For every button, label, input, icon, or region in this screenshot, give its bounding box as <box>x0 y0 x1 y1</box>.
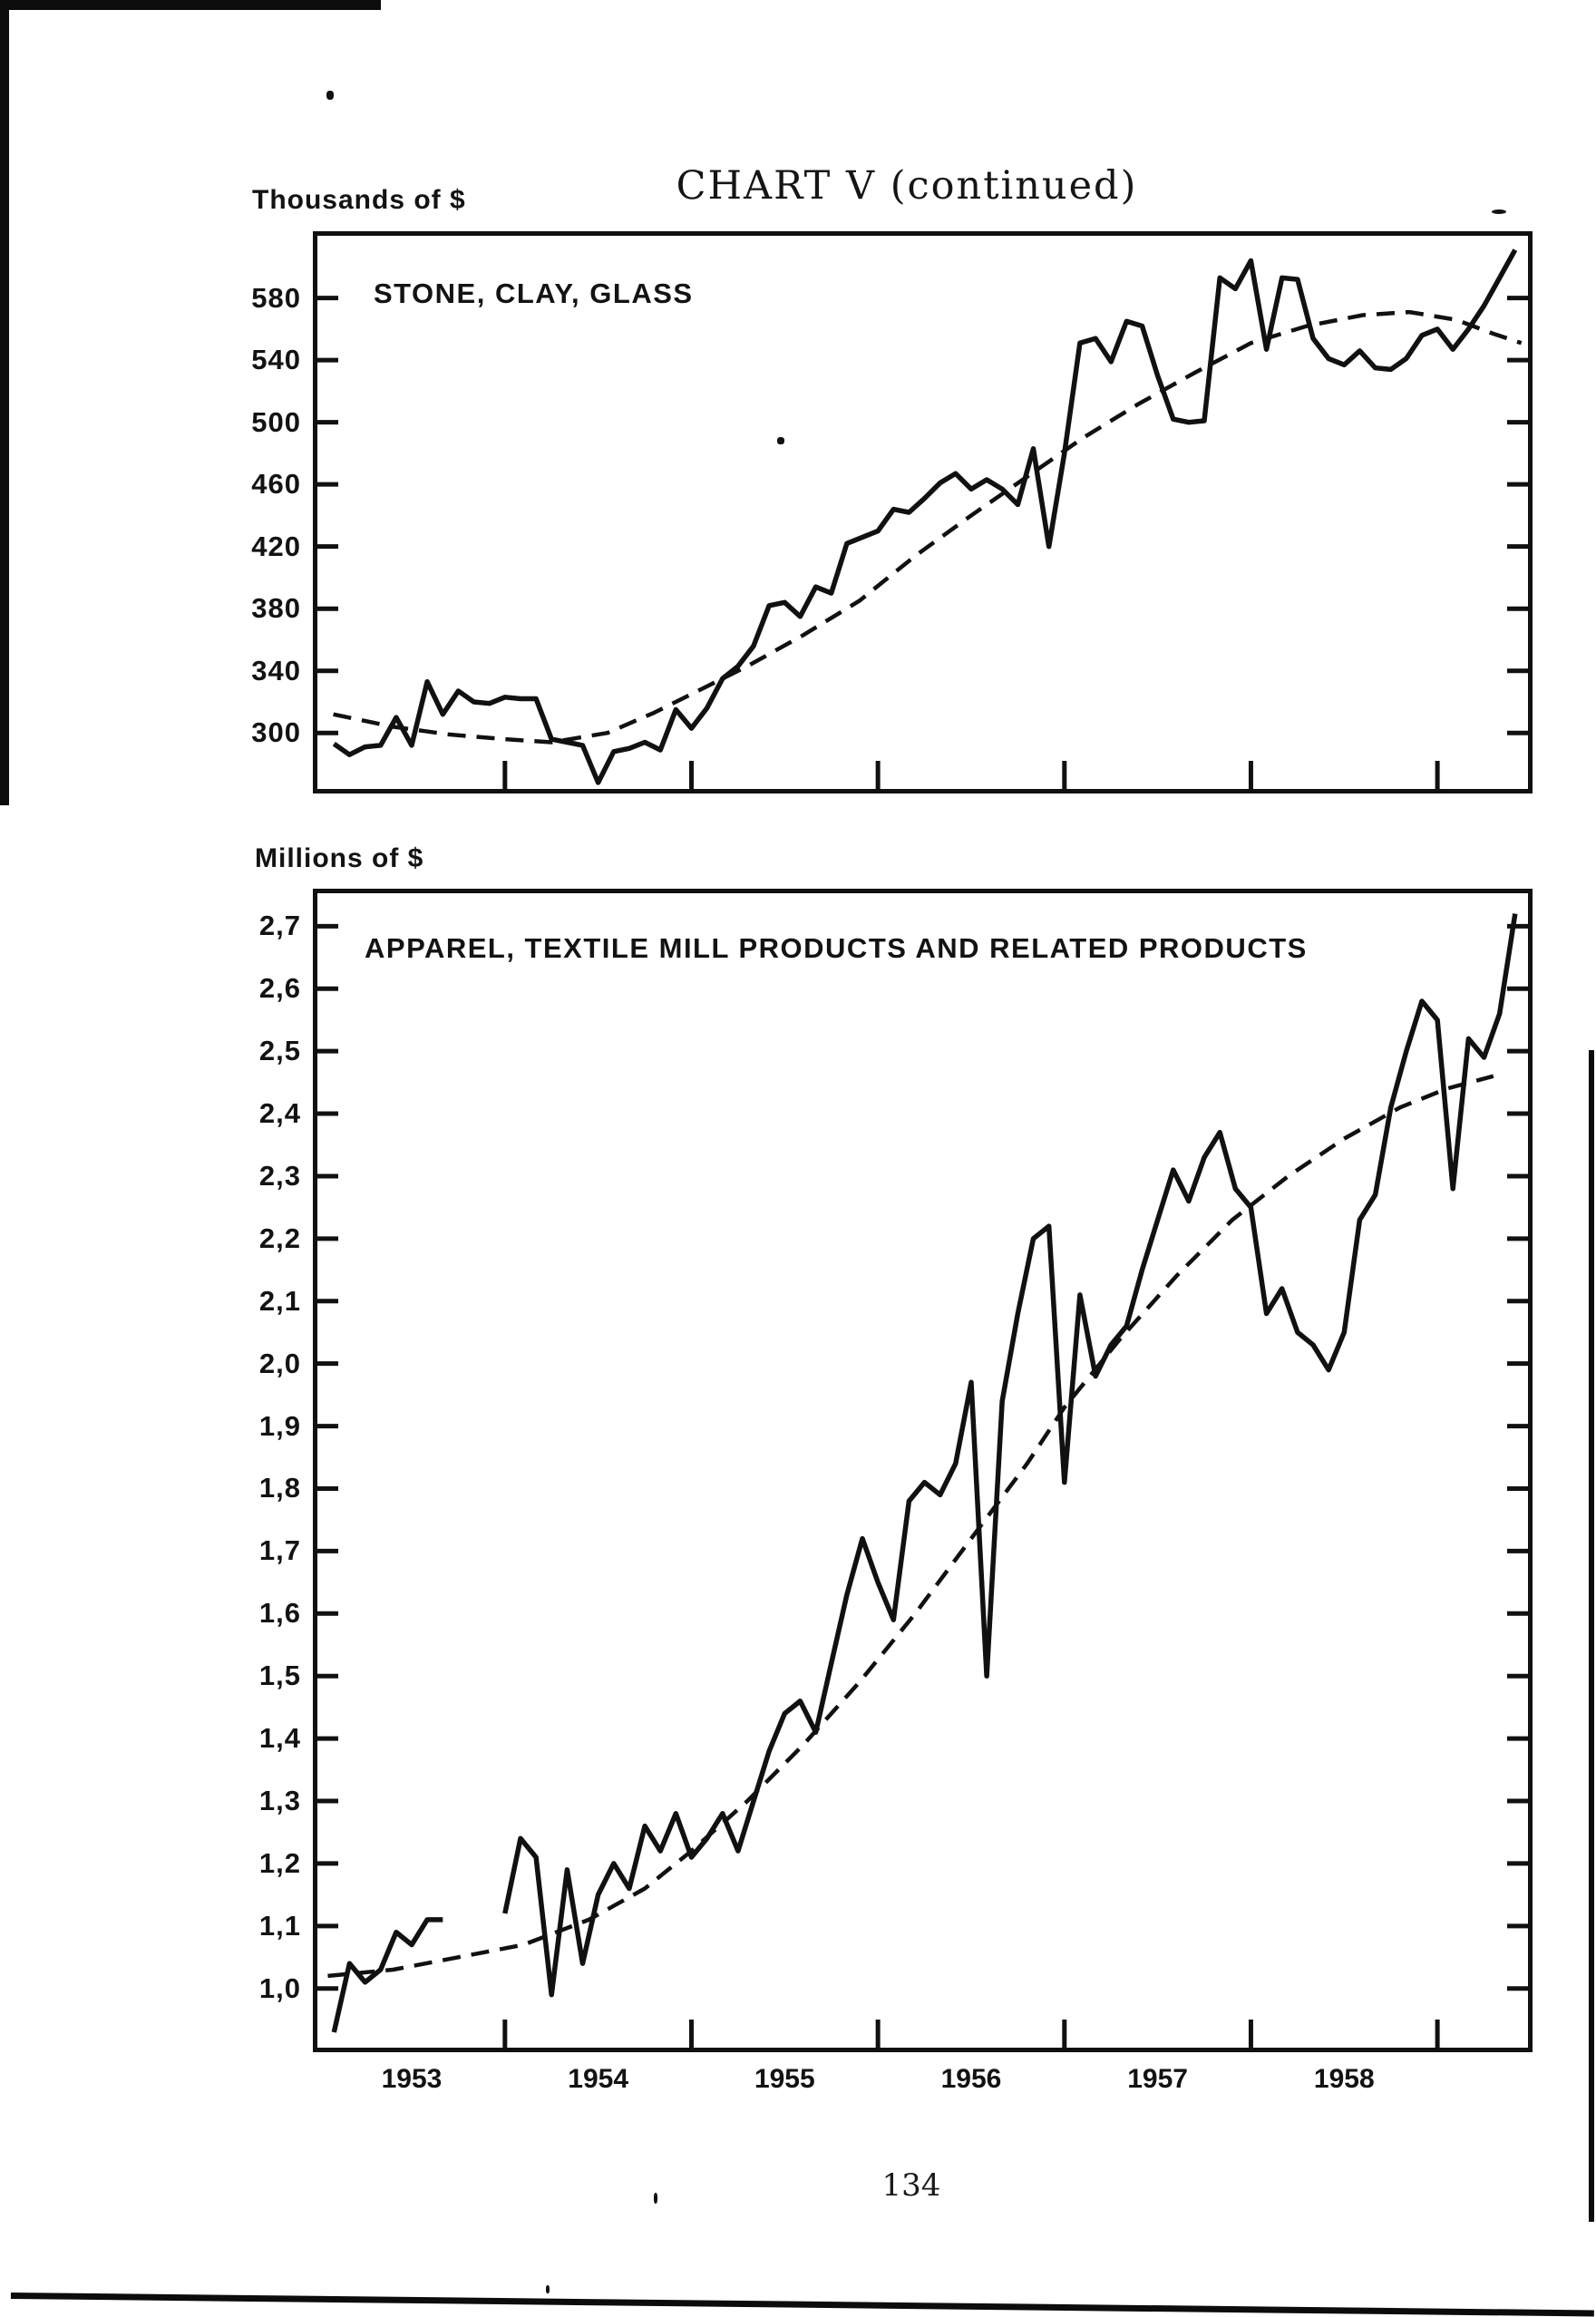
ink-speck <box>1492 209 1506 214</box>
y-axis-label: 580 <box>251 281 301 314</box>
y-axis-label: 380 <box>251 592 301 625</box>
top-chart-title: STONE, CLAY, GLASS <box>374 277 694 309</box>
y-axis-label: 2,7 <box>258 910 301 942</box>
x-axis-label: 1955 <box>754 2064 815 2094</box>
y-axis-label: 2,1 <box>258 1284 301 1317</box>
y-axis-label: 1,0 <box>258 1971 301 2004</box>
y-axis-label: 1,7 <box>258 1534 301 1567</box>
y-axis-label: 540 <box>251 344 301 376</box>
y-axis-label: 1,3 <box>258 1785 301 1816</box>
y-axis-label: 2,3 <box>258 1159 301 1192</box>
x-axis-label: 1954 <box>568 2064 629 2094</box>
x-axis-label: 1957 <box>1127 2064 1188 2094</box>
y-axis-label: 1,2 <box>258 1846 301 1879</box>
scan-edge-bottom-line <box>10 2293 1594 2317</box>
ink-speck <box>777 437 784 444</box>
x-axis-label: 1956 <box>940 2064 1002 2094</box>
y-axis-label: 460 <box>251 468 301 501</box>
y-axis-label: 2,5 <box>258 1035 301 1067</box>
page-title: CHART V (continued) <box>676 163 1138 209</box>
bottom-chart-plot <box>313 889 1533 2052</box>
data-line <box>331 1917 443 2033</box>
ink-speck <box>546 2285 550 2293</box>
scan-edge-right-bar <box>1589 1050 1594 2222</box>
y-axis-label: 1,5 <box>258 1660 301 1692</box>
scan-edge-left-bar <box>0 0 9 805</box>
trend-line <box>327 1074 1494 1979</box>
bottom-chart-x-axis-labels: 1953 1954 1955 1956 1957 1958 <box>313 2064 1533 2100</box>
y-axis-label: 2,0 <box>258 1347 301 1379</box>
x-axis-label: 1958 <box>1313 2064 1375 2094</box>
top-chart-unit-label: Thousands of $ <box>252 185 466 215</box>
y-axis-label: 300 <box>251 716 301 749</box>
bottom-chart-y-axis-labels: 2,7 2,6 2,5 2,4 2,3 2,2 2,1 2,0 1,9 1,8 1,7 1,6 1,5 1… <box>136 889 301 2052</box>
ink-speck <box>326 91 334 100</box>
top-chart-plot <box>313 231 1533 793</box>
y-axis-label: 1,4 <box>258 1722 301 1755</box>
y-axis-label: 2,6 <box>258 972 301 1005</box>
bottom-chart-title: APPAREL, TEXTILE MILL PRODUCTS AND RELAT… <box>365 932 1308 964</box>
y-axis-label: 500 <box>251 405 301 438</box>
scan-edge-top-bar <box>0 0 381 10</box>
y-axis-label: 340 <box>251 654 301 686</box>
y-axis-label: 1,9 <box>258 1409 301 1442</box>
y-axis-label: 2,2 <box>258 1222 301 1254</box>
y-axis-label: 420 <box>251 530 301 562</box>
y-axis-label: 1,8 <box>258 1472 301 1504</box>
top-chart-y-axis-labels: 580 540 500 460 420 380 340 300 <box>136 231 301 793</box>
page-number: 134 <box>881 2167 941 2204</box>
y-axis-label: 1,1 <box>258 1909 301 1942</box>
y-axis-label: 2,4 <box>258 1097 301 1130</box>
data-line <box>502 913 1518 1998</box>
bottom-chart-unit-label: Millions of $ <box>255 843 424 873</box>
y-axis-label: 1,6 <box>258 1597 301 1630</box>
ink-speck <box>654 2193 657 2204</box>
trend-line <box>333 309 1523 745</box>
x-axis-label: 1953 <box>381 2064 443 2094</box>
data-line <box>332 248 1518 785</box>
